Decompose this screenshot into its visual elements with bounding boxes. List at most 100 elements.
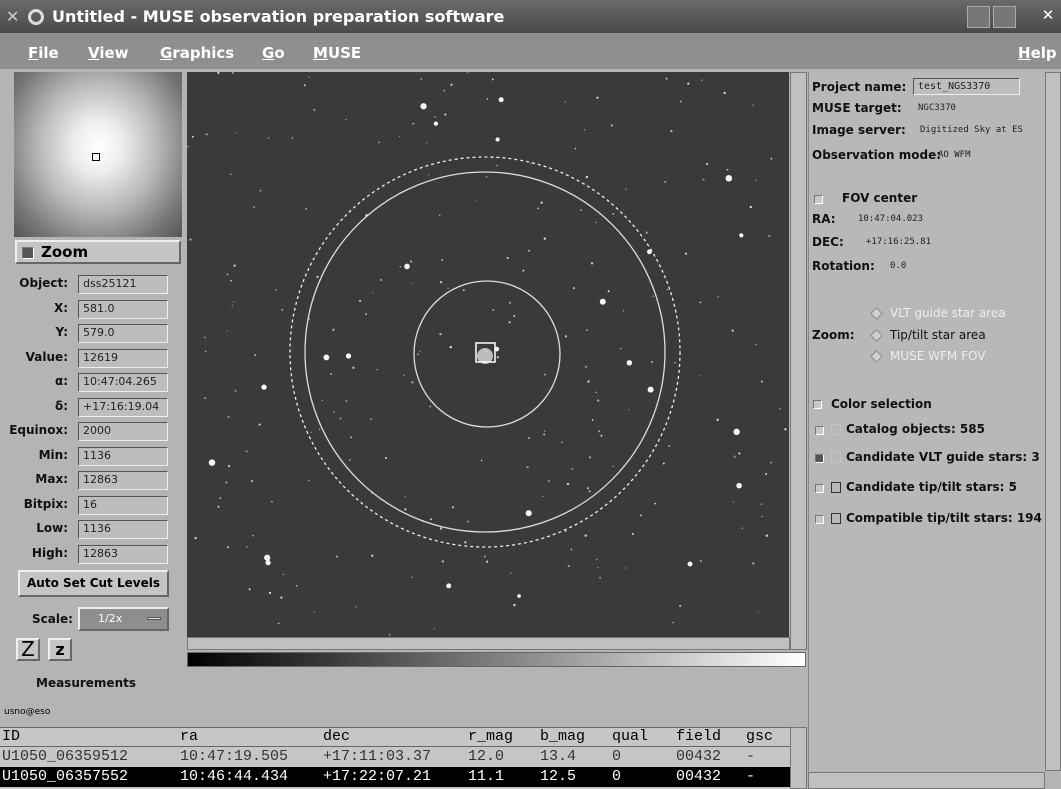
menu-item[interactable]: File: [28, 44, 59, 62]
field-value[interactable]: 1136: [78, 520, 168, 539]
star: [385, 457, 387, 459]
star: [220, 497, 222, 499]
star: [567, 483, 569, 485]
table-cell[interactable]: 10:47:19.505: [180, 748, 288, 765]
star: [332, 329, 334, 331]
zoom-in-button[interactable]: z: [48, 638, 72, 661]
selection-checkbox[interactable]: [815, 426, 824, 435]
selection-checkbox[interactable]: [815, 515, 824, 524]
column-header[interactable]: qual: [612, 728, 648, 745]
field-label: X:: [54, 301, 68, 315]
image-vscroll[interactable]: [790, 72, 807, 650]
table-cell[interactable]: -: [746, 748, 755, 765]
table-cell[interactable]: 00432: [676, 768, 721, 785]
table-cell[interactable]: 12.0: [468, 748, 504, 765]
star: [757, 611, 758, 612]
star: [752, 562, 754, 564]
table-cell[interactable]: U1050_06359512: [2, 748, 128, 765]
star: [530, 163, 531, 164]
right-hscroll[interactable]: [808, 772, 1045, 789]
star: [187, 146, 189, 148]
menu-item[interactable]: View: [88, 44, 129, 62]
selection-color: [831, 452, 841, 463]
right-vscroll[interactable]: [1045, 72, 1061, 771]
selection-color: [831, 482, 841, 493]
selection-label[interactable]: Candidate tip/tilt stars: 5: [846, 480, 1017, 494]
star: [333, 412, 334, 413]
table-cell[interactable]: 13.4: [540, 748, 576, 765]
column-header[interactable]: b_mag: [540, 728, 585, 745]
star: [444, 113, 446, 115]
star: [646, 231, 648, 233]
info-label: MUSE target:: [812, 101, 902, 115]
selection-checkbox[interactable]: [815, 484, 824, 493]
table-cell[interactable]: 10:46:44.434: [180, 768, 288, 785]
table-cell[interactable]: 11.1: [468, 768, 504, 785]
star: [450, 346, 452, 348]
star: [750, 206, 752, 208]
column-header[interactable]: field: [676, 728, 721, 745]
zoom-toggle[interactable]: Zoom: [15, 240, 181, 264]
selection-label[interactable]: Candidate VLT guide stars: 3: [846, 450, 1040, 464]
star: [434, 121, 438, 125]
maximize-button[interactable]: [993, 6, 1016, 28]
star: [595, 392, 596, 393]
star: [596, 97, 598, 99]
menu-item[interactable]: Go: [262, 44, 285, 62]
star: [584, 129, 585, 130]
star: [499, 97, 504, 102]
table-cell[interactable]: 00432: [676, 748, 721, 765]
selection-label[interactable]: Compatible tip/tilt stars: 194: [846, 511, 1042, 525]
star: [493, 309, 494, 310]
fov-checkbox[interactable]: [814, 195, 823, 204]
close-button[interactable]: ✕: [1037, 6, 1059, 28]
field-label: Equinox:: [9, 423, 68, 437]
star: [428, 174, 429, 175]
app-icon: ✕: [6, 9, 22, 25]
table-cell[interactable]: 0: [612, 748, 621, 765]
menu-help[interactable]: Help: [1018, 44, 1057, 62]
image-hscroll[interactable]: [187, 637, 790, 650]
zoom-option[interactable]: Tip/tilt star area: [890, 328, 986, 342]
scale-label: Scale:: [32, 612, 73, 626]
zoom-out-button[interactable]: Z: [16, 638, 40, 661]
star: [611, 124, 613, 126]
column-header[interactable]: dec: [323, 728, 350, 745]
table-cell[interactable]: +17:11:03.37: [323, 748, 431, 765]
info-label: Observation mode:: [812, 148, 941, 162]
zoom-option[interactable]: MUSE WFM FOV: [890, 349, 985, 363]
star: [280, 596, 282, 598]
minimize-button[interactable]: [967, 6, 990, 28]
star: [446, 583, 451, 588]
column-header[interactable]: ra: [180, 728, 198, 745]
star: [346, 353, 351, 358]
zoom-option[interactable]: VLT guide star area: [890, 306, 1006, 320]
table-cell[interactable]: +17:22:07.21: [323, 768, 431, 785]
star: [496, 165, 498, 167]
column-header[interactable]: ID: [2, 728, 20, 745]
field-label: δ:: [55, 399, 68, 413]
menu-item[interactable]: Graphics: [160, 44, 234, 62]
selection-checkbox[interactable]: [815, 454, 824, 463]
table-cell[interactable]: 0: [612, 768, 621, 785]
table-vscroll[interactable]: [790, 727, 807, 789]
star: [761, 516, 762, 517]
star: [625, 567, 626, 568]
star: [601, 435, 603, 437]
column-header[interactable]: r_mag: [468, 728, 513, 745]
info-value[interactable]: test_NGS3370: [913, 78, 1020, 95]
table-cell[interactable]: 12.5: [540, 768, 576, 785]
field-value[interactable]: 12863: [78, 545, 168, 564]
star: [585, 366, 587, 368]
table-cell[interactable]: -: [746, 768, 755, 785]
menu-item[interactable]: MUSE: [313, 44, 361, 62]
auto-cut-button[interactable]: Auto Set Cut Levels: [18, 570, 169, 597]
column-header[interactable]: gsc: [746, 728, 773, 745]
color-checkbox[interactable]: [813, 400, 822, 409]
star: [352, 367, 354, 369]
table-cell[interactable]: U1050_06357552: [2, 768, 128, 785]
star: [430, 518, 432, 520]
selection-label[interactable]: Catalog objects: 585: [846, 422, 985, 436]
star: [756, 180, 757, 181]
star: [205, 350, 207, 352]
